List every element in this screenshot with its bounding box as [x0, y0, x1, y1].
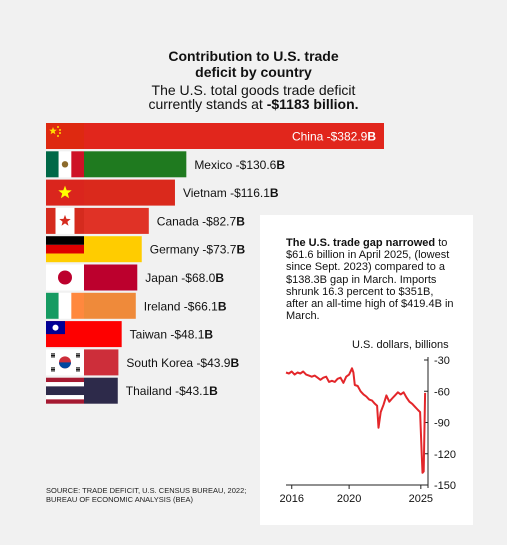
y-tick-label: -30 — [434, 355, 450, 367]
y-tick-label: -150 — [434, 480, 456, 492]
bar-germany — [84, 236, 142, 263]
y-axis-unit-label: U.S. dollars, billions — [352, 339, 449, 351]
china-flag — [46, 123, 84, 149]
bar-label-japan: Japan -$68.0B — [145, 271, 224, 285]
bar-label-taiwan: Taiwan -$48.1B — [130, 328, 214, 342]
subtitle-line2: currently stands at -$1183 billion. — [0, 96, 507, 112]
japan-flag — [46, 264, 84, 291]
thailand-flag — [46, 377, 84, 404]
x-tick-label: 2020 — [337, 493, 361, 505]
note-body: to $61.6 billion in April 2025, (lowest … — [286, 237, 454, 323]
subtitle-prefix: currently stands at — [148, 96, 263, 112]
chart-title-line2: deficit by country — [195, 64, 312, 80]
bar-label-thailand: Thailand -$43.1B — [126, 384, 218, 398]
y-tick-label: -60 — [434, 386, 450, 398]
germany-flag — [46, 236, 84, 263]
subtitle-line1: The U.S. total goods trade deficit — [151, 82, 356, 98]
bar-canada — [84, 207, 149, 234]
bar-label-vietnam: Vietnam -$116.1B — [183, 186, 279, 200]
bar-china — [84, 123, 384, 149]
x-tick-label: 2025 — [409, 493, 433, 505]
ireland-flag — [46, 292, 84, 319]
source-line1: SOURCE: TRADE DEFICIT, U.S. CENSUS BUREA… — [46, 486, 247, 495]
bar-label-south-korea: South Korea -$43.9B — [126, 356, 239, 370]
trade-gap-line — [285, 367, 427, 474]
bar-label-ireland: Ireland -$66.1B — [144, 299, 227, 313]
bar-thailand — [84, 377, 118, 404]
bar-label-germany: Germany -$73.7B — [150, 243, 246, 257]
bar-taiwan — [84, 321, 122, 348]
trade-gap-panel — [260, 215, 473, 525]
x-tick-label: 2016 — [279, 493, 303, 505]
y-tick-label: -120 — [434, 449, 456, 461]
source-line2: BUREAU OF ECONOMIC ANALYSIS (BEA) — [46, 495, 193, 504]
south-korea-flag — [46, 349, 84, 376]
source-note: SOURCE: TRADE DEFICIT, U.S. CENSUS BUREA… — [46, 486, 266, 504]
bar-ireland — [84, 292, 136, 319]
bar-label-china: China -$382.9B — [292, 130, 376, 144]
bar-mexico — [84, 151, 187, 178]
canada-flag — [46, 207, 84, 234]
bar-japan — [84, 264, 138, 291]
taiwan-flag — [46, 321, 84, 348]
bar-south-korea — [84, 349, 119, 376]
note-bold: The U.S. trade gap narrowed — [286, 237, 436, 249]
bar-label-mexico: Mexico -$130.6B — [194, 158, 285, 172]
vietnam-flag — [46, 179, 84, 206]
mexico-flag — [46, 151, 84, 178]
bar-label-canada: Canada -$82.7B — [157, 214, 245, 228]
trade-gap-note: The U.S. trade gap narrowed to $61.6 bil… — [286, 237, 458, 322]
bar-vietnam — [84, 179, 175, 206]
chart-title-line1: Contribution to U.S. trade — [168, 48, 339, 64]
subtitle-total-value: -$1183 billion. — [266, 96, 359, 112]
y-tick-label: -90 — [434, 418, 450, 430]
